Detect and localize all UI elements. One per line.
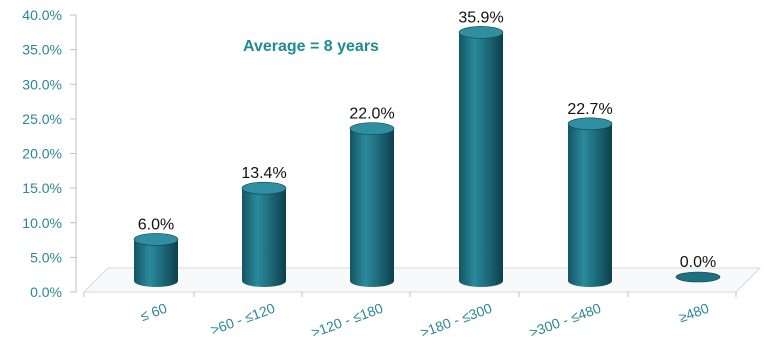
data-label: 22.0% xyxy=(349,106,394,123)
y-tick-label: 0.0% xyxy=(30,284,62,300)
average-annotation: Average = 8 years xyxy=(243,38,379,55)
y-tick-label: 15.0% xyxy=(22,180,62,196)
bar xyxy=(675,271,721,283)
bar xyxy=(349,122,395,287)
bar-top-cap xyxy=(458,26,504,39)
y-axis: 0.0% 5.0% 10.0% 15.0% 20.0% 25.0% 30.0% 35.0% 40… xyxy=(22,7,77,300)
bar xyxy=(458,26,504,287)
chart-floor xyxy=(82,267,762,293)
y-tick-label: 35.0% xyxy=(22,42,62,58)
x-tick-label: >60 - ≤120 xyxy=(208,300,277,338)
bar xyxy=(241,181,287,287)
x-tick-label: ≥480 xyxy=(676,300,711,326)
bar-body xyxy=(459,32,503,287)
y-tick-label: 25.0% xyxy=(22,111,62,127)
y-tick-label: 40.0% xyxy=(22,7,62,23)
y-tick-label: 10.0% xyxy=(22,215,62,231)
x-tick-label: >180 - ≤300 xyxy=(418,300,494,341)
y-tick-label: 5.0% xyxy=(30,249,62,265)
bar-body xyxy=(350,128,394,287)
y-tick-label: 30.0% xyxy=(22,76,62,92)
bar xyxy=(133,233,179,287)
data-label: 0.0% xyxy=(680,254,716,271)
bar-body xyxy=(242,188,286,287)
data-label: 35.9% xyxy=(458,9,503,26)
floor-plane xyxy=(82,267,762,293)
x-axis: ≤ 60 >60 - ≤120 >120 - ≤180 >180 - ≤300 >300… xyxy=(83,292,737,341)
bar xyxy=(567,117,613,288)
bar-top-cap xyxy=(241,181,287,195)
bar-top-cap xyxy=(349,122,395,135)
x-tick-label: ≤ 60 xyxy=(138,300,169,324)
bars xyxy=(133,26,721,288)
bar-top-cap xyxy=(133,233,179,246)
bar-body xyxy=(568,123,612,288)
bar-top-cap xyxy=(567,117,613,131)
x-tick-label: >300 - ≤480 xyxy=(527,300,603,341)
data-label: 6.0% xyxy=(138,216,174,233)
data-labels: 6.0% 13.4% 22.0% 35.9% 22.7% 0.0% xyxy=(138,9,716,271)
data-label: 22.7% xyxy=(567,101,612,118)
y-tick-label: 20.0% xyxy=(22,146,62,162)
bar-zero-disk xyxy=(675,271,721,283)
data-label: 13.4% xyxy=(241,165,286,182)
bar-body xyxy=(134,239,178,287)
x-tick-label: >120 - ≤180 xyxy=(309,300,385,341)
